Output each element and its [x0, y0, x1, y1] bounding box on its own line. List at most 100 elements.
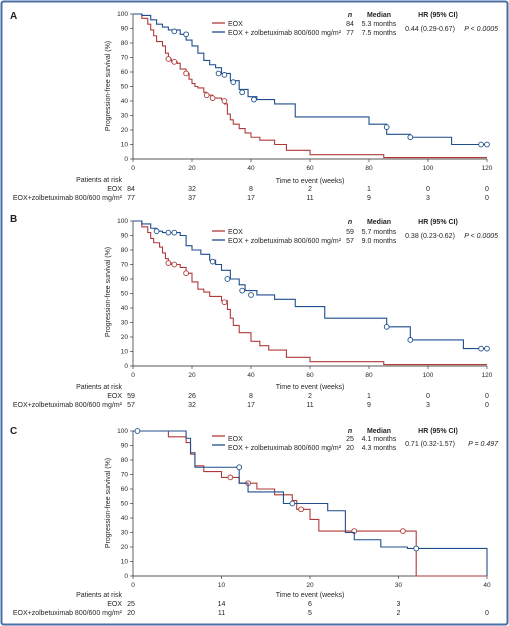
legend-hr-header: HR (95% CI)	[418, 219, 458, 226]
legend-eox-n: 59	[346, 229, 354, 236]
censor-mark-zolbe	[221, 72, 228, 78]
x-tick-label: 40	[247, 165, 255, 172]
y-tick-label: 70	[121, 55, 129, 62]
survival-curve-zolbe	[133, 13, 487, 146]
censor-mark-zolbe	[134, 428, 141, 434]
y-tick-label: 100	[117, 11, 128, 18]
censor-mark-zolbe	[383, 124, 390, 130]
legend-zolbe-label: EOX + zolbetuximab 800/600 mg/m²	[228, 30, 342, 37]
y-tick-label: 50	[121, 501, 129, 508]
censor-mark-eox	[298, 506, 305, 513]
y-tick-label: 100	[117, 218, 128, 225]
y-tick-label: 70	[121, 262, 129, 269]
at-risk-value: 57	[127, 402, 135, 409]
panel-label: B	[10, 214, 17, 225]
censor-mark-zolbe	[239, 287, 246, 294]
x-axis-label: Time to event (weeks)	[276, 592, 345, 599]
at-risk-value: 11	[306, 195, 313, 202]
x-tick-label: 20	[188, 372, 196, 379]
x-tick-label: 60	[306, 372, 314, 379]
censor-mark-zolbe	[383, 324, 390, 330]
at-risk-value: 84	[127, 186, 135, 193]
x-axis-label: Time to event (weeks)	[276, 178, 345, 185]
censor-mark-zolbe	[251, 96, 257, 103]
legend-zolbe-label: EOX + zolbetuximab 800/600 mg/m²	[228, 445, 342, 452]
at-risk-value: 14	[218, 601, 226, 608]
at-risk-title: Patients at risk	[76, 177, 122, 184]
x-tick-label: 20	[188, 165, 196, 172]
panel-c: C Progression-free survival (%) Time to …	[10, 426, 499, 617]
censor-mark-zolbe	[407, 337, 414, 343]
x-tick-label: 0	[131, 372, 135, 379]
at-risk-label-eox: EOX	[107, 601, 122, 608]
y-tick-label: 0	[124, 156, 128, 163]
legend-median-header: Median	[367, 219, 391, 226]
at-risk-value: 2	[397, 610, 401, 617]
legend-hr-value: 0.38 (0.23-0.62)	[405, 233, 455, 240]
at-risk-value: 5	[308, 610, 312, 617]
at-risk-value: 26	[188, 393, 196, 400]
at-risk-value: 59	[127, 393, 135, 400]
y-tick-label: 20	[121, 544, 129, 551]
at-risk-label-eox: EOX	[107, 186, 122, 193]
censor-mark-zolbe	[183, 31, 189, 38]
at-risk-value: 8	[249, 186, 253, 193]
y-tick-label: 80	[121, 40, 129, 47]
at-risk-value: 3	[426, 402, 430, 409]
legend-median-header: Median	[367, 428, 391, 435]
panel-b: B Progression-free survival (%) Time to …	[10, 214, 498, 409]
survival-curve-zolbe	[133, 220, 487, 350]
panel-label: A	[10, 11, 17, 22]
at-risk-value: 1	[367, 393, 371, 400]
x-tick-label: 80	[365, 372, 373, 379]
x-tick-label: 60	[306, 165, 314, 172]
at-risk-value: 2	[308, 393, 312, 400]
at-risk-value: 9	[367, 402, 371, 409]
at-risk-label-zolbe: EOX+zolbetuximab 800/600 mg/m²	[13, 195, 123, 202]
legend-zolbe-median: 7.5 months	[362, 30, 397, 37]
legend-eox-label: EOX	[228, 436, 243, 443]
censor-mark-eox	[203, 92, 210, 99]
at-risk-value: 0	[426, 393, 430, 400]
y-tick-label: 30	[121, 320, 129, 327]
censor-mark-zolbe	[171, 229, 178, 236]
at-risk-value: 3	[426, 195, 430, 202]
censor-mark-zolbe	[239, 89, 246, 96]
censor-mark-eox	[400, 528, 406, 534]
at-risk-value: 2	[308, 186, 312, 193]
censor-mark-zolbe	[236, 464, 243, 471]
censor-mark-eox	[221, 98, 228, 104]
censor-mark-zolbe	[289, 500, 296, 507]
at-risk-value: 1	[367, 186, 371, 193]
y-axis-label: Progression-free survival (%)	[105, 458, 112, 548]
legend-p-value: P < 0.0005	[464, 233, 498, 240]
at-risk-label-eox: EOX	[107, 393, 122, 400]
y-tick-label: 40	[121, 515, 129, 522]
x-tick-label: 40	[483, 582, 491, 589]
y-tick-label: 60	[121, 276, 129, 283]
y-tick-label: 30	[121, 530, 129, 537]
x-tick-label: 20	[306, 582, 314, 589]
y-tick-label: 0	[124, 573, 128, 580]
at-risk-value: 20	[127, 610, 135, 617]
censor-mark-zolbe	[484, 141, 490, 148]
at-risk-value: 8	[249, 393, 253, 400]
legend-n-header: n	[348, 12, 352, 19]
censor-mark-zolbe	[224, 276, 231, 282]
legend-eox-n: 84	[346, 21, 354, 28]
panel-a: A Progression-free survival (%) Time to …	[10, 11, 498, 202]
y-tick-label: 0	[124, 363, 128, 370]
survival-curve-zolbe	[133, 430, 488, 576]
at-risk-value: 17	[247, 402, 255, 409]
at-risk-value: 0	[485, 402, 489, 409]
legend-hr-header: HR (95% CI)	[418, 12, 458, 19]
legend-median-header: Median	[367, 12, 391, 19]
y-axis-label: Progression-free survival (%)	[105, 41, 112, 131]
survival-curve-eox	[133, 13, 487, 159]
censor-mark-zolbe	[478, 141, 484, 148]
legend-n-header: n	[348, 219, 352, 226]
y-tick-label: 30	[121, 113, 129, 120]
x-tick-label: 30	[395, 582, 403, 589]
